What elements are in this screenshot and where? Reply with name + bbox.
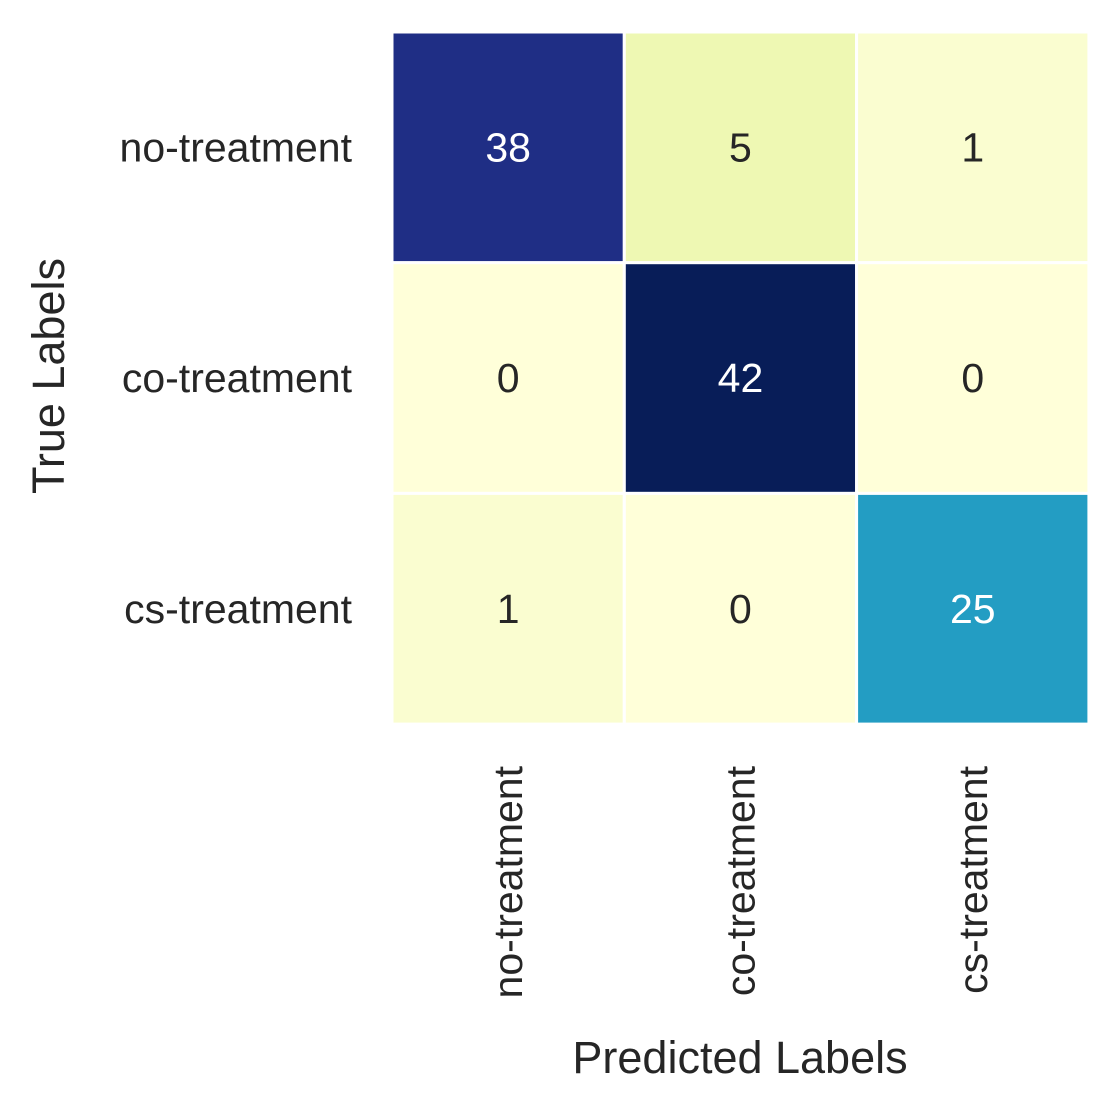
heatmap-cell: [622, 491, 859, 726]
cell-value-label: 1: [497, 586, 520, 632]
cell-value-label: 0: [729, 586, 752, 632]
x-tick-label: no-treatment: [485, 765, 531, 998]
cell-value-label: 5: [729, 124, 752, 170]
heatmap-cell: [855, 30, 1091, 265]
heatmap-cell: [855, 261, 1091, 495]
y-axis-label: True Labels: [23, 258, 74, 494]
heatmap-cell: [390, 261, 626, 495]
cell-value-label: 0: [497, 355, 520, 401]
y-tick-labels: no-treatment co-treatment cs-treatment: [120, 124, 353, 631]
heatmap-cell: [390, 30, 626, 265]
y-tick-label: no-treatment: [120, 124, 353, 170]
x-tick-label: co-treatment: [717, 765, 763, 996]
cell-value-label: 38: [485, 124, 531, 170]
heatmap-cell: [855, 491, 1091, 726]
cell-value-label: 25: [950, 586, 996, 632]
x-tick-labels: no-treatment co-treatment cs-treatment: [485, 765, 996, 998]
y-tick-label: cs-treatment: [124, 586, 352, 632]
heatmap-cell: [622, 30, 859, 265]
heatmap-cells: 38 5 1 0 42 0 1 0 25: [390, 30, 1091, 726]
heatmap-cell: [390, 491, 626, 726]
x-axis-label: Predicted Labels: [572, 1032, 907, 1083]
heatmap-cell: [622, 261, 859, 495]
cell-value-label: 42: [718, 355, 764, 401]
cell-value-label: 0: [961, 355, 984, 401]
cell-value-label: 1: [961, 124, 984, 170]
y-tick-label: co-treatment: [122, 355, 353, 401]
x-tick-label: cs-treatment: [950, 765, 996, 993]
